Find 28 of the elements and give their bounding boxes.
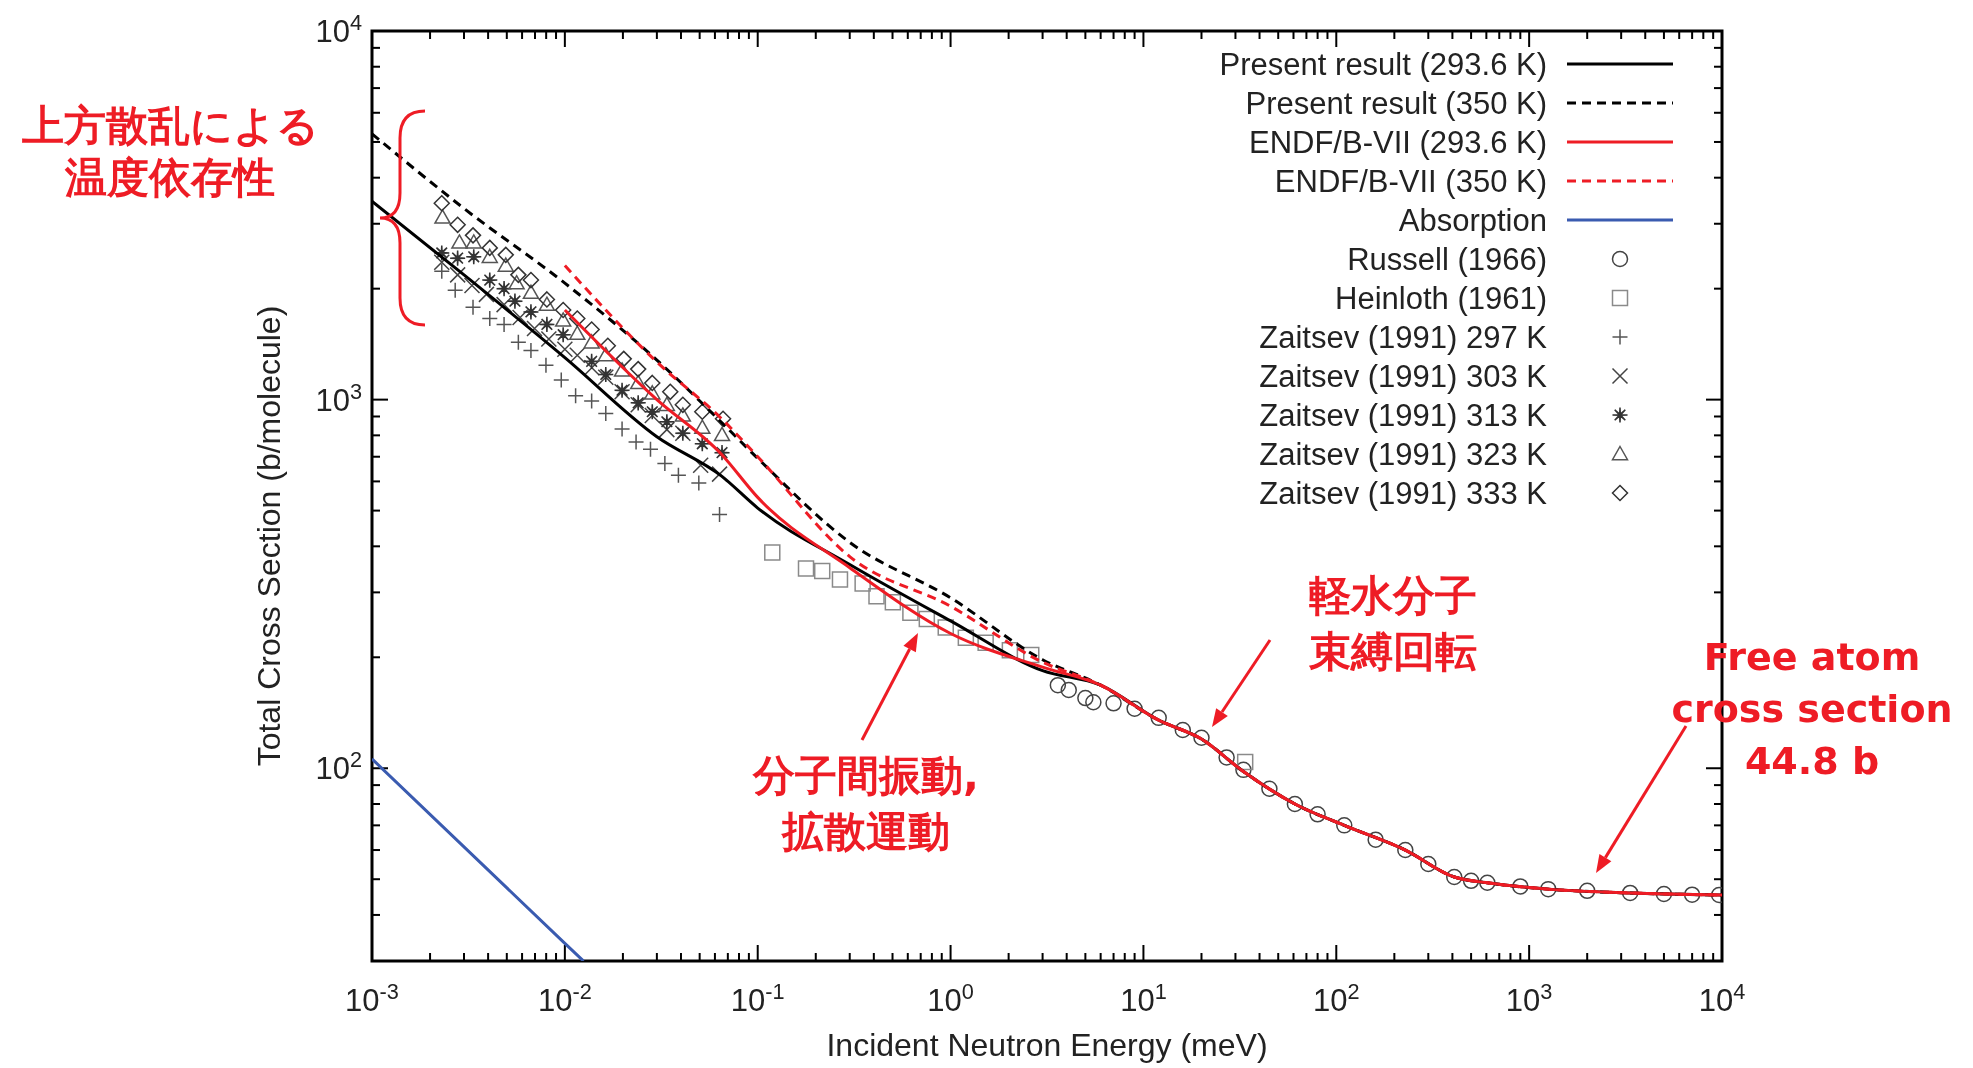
x-tick-label: 10$^{-1}$ bbox=[730, 978, 785, 1018]
legend-label: Present result (293.6 K) bbox=[1219, 47, 1547, 82]
x-tick-label: 10$^{0}$ bbox=[927, 978, 974, 1018]
annotation: 軽水分子束縛回転 bbox=[1308, 571, 1477, 676]
annotation: 分子間振動, 拡散運動 bbox=[752, 751, 979, 856]
y-tick-label: 10$^{2}$ bbox=[315, 746, 362, 787]
legend-label: Russell (1966) bbox=[1347, 242, 1547, 277]
y-axis-title: Total Cross Section (b/molecule) bbox=[251, 305, 287, 767]
x-axis-title: Incident Neutron Energy (meV) bbox=[826, 1027, 1268, 1063]
x-tick-label: 10$^{2}$ bbox=[1313, 978, 1360, 1018]
legend-label: Heinloth (1961) bbox=[1335, 281, 1547, 316]
y-tick-label: 10$^{4}$ bbox=[315, 9, 362, 49]
legend-label: Zaitsev (1991) 297 K bbox=[1259, 320, 1548, 355]
x-tick-label: 10$^{-3}$ bbox=[345, 978, 399, 1018]
x-tick-label: 10$^{3}$ bbox=[1505, 978, 1553, 1018]
legend-label: Zaitsev (1991) 313 K bbox=[1259, 398, 1548, 433]
legend-label: ENDF/B-VII (293.6 K) bbox=[1248, 125, 1547, 160]
legend-label: Present result (350 K) bbox=[1245, 86, 1547, 121]
x-tick-label: 10$^{-2}$ bbox=[537, 978, 592, 1018]
legend-label: ENDF/B-VII (350 K) bbox=[1274, 164, 1547, 199]
x-tick-label: 10$^{1}$ bbox=[1120, 978, 1167, 1018]
legend-label: Absorption bbox=[1398, 203, 1547, 238]
legend-label: Zaitsev (1991) 323 K bbox=[1259, 437, 1548, 472]
legend-label: Zaitsev (1991) 303 K bbox=[1259, 359, 1548, 394]
y-tick-label: 10$^{3}$ bbox=[315, 378, 362, 418]
legend-label: Zaitsev (1991) 333 K bbox=[1259, 476, 1548, 511]
text: 上方散乱による温度依存性 bbox=[20, 101, 319, 202]
x-tick-label: 10$^{4}$ bbox=[1698, 978, 1746, 1018]
